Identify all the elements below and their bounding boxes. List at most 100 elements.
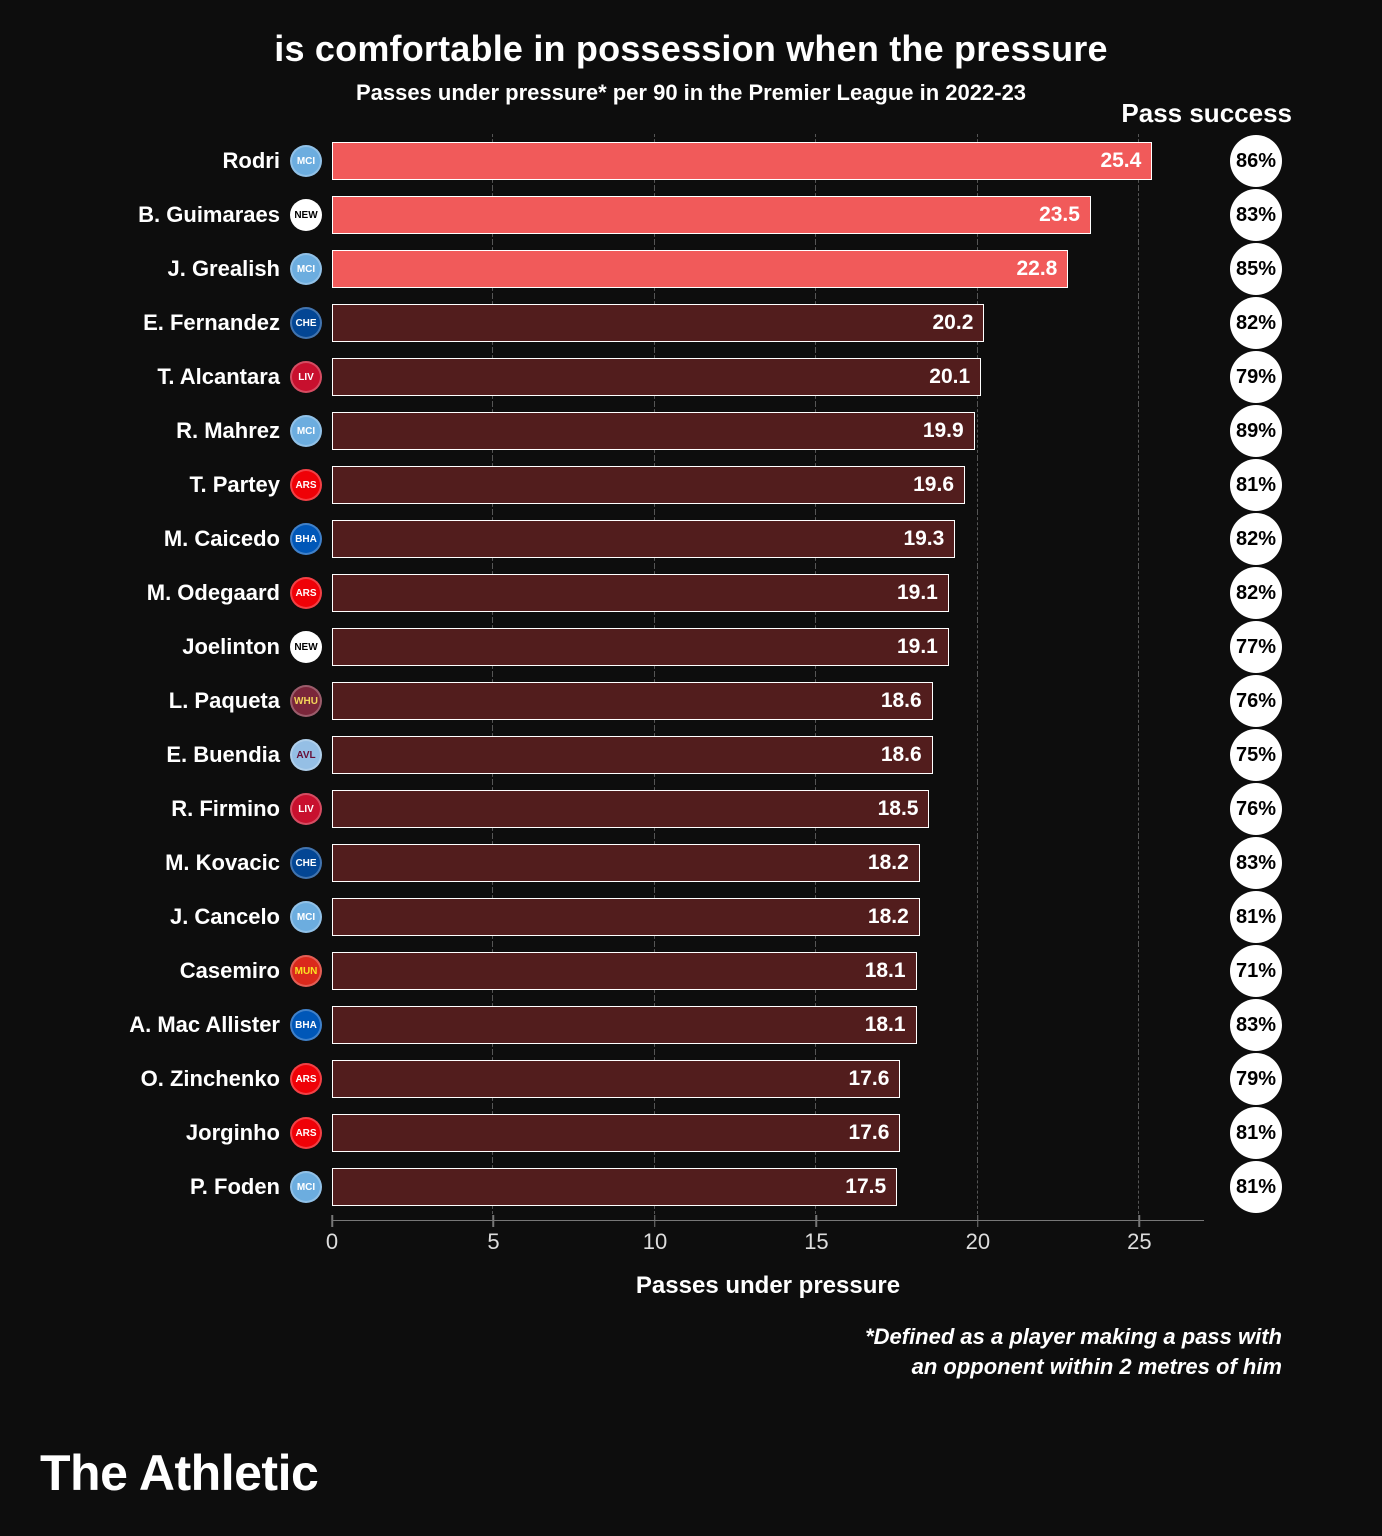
x-tick-mark [977,1215,979,1227]
pass-success-pill: 75% [1230,729,1282,781]
bar-track: 19.3 [332,520,1204,558]
pass-success-pill: 79% [1230,351,1282,403]
x-tick-label: 0 [326,1229,338,1255]
bar-track: 18.6 [332,736,1204,774]
pass-success-pill: 82% [1230,567,1282,619]
team-badge-icon: NEW [290,199,322,231]
bar-track: 23.5 [332,196,1204,234]
pass-success-pill: 81% [1230,1161,1282,1213]
bar-track: 19.6 [332,466,1204,504]
chart-row: M. CaicedoBHA19.382% [100,512,1282,566]
x-tick-label: 25 [1127,1229,1151,1255]
chart-title: is comfortable in possession when the pr… [50,28,1332,70]
chart-row: J. GrealishMCI22.885% [100,242,1282,296]
bar: 20.1 [332,358,981,396]
bar: 18.5 [332,790,929,828]
chart-row: B. GuimaraesNEW 23.5 83% [100,188,1282,242]
bar: 18.1 [332,1006,917,1044]
pass-success-pill: 89% [1230,405,1282,457]
pass-success-pill: 81% [1230,891,1282,943]
pass-success-pill: 71% [1230,945,1282,997]
bar: 18.2 [332,898,920,936]
player-label: B. Guimaraes [100,202,290,228]
team-badge-icon: MCI [290,415,322,447]
bar-track: 20.1 [332,358,1204,396]
bar: 19.1 [332,628,949,666]
team-badge-icon: WHU [290,685,322,717]
chart-row: M. OdegaardARS19.182% [100,566,1282,620]
x-tick-label: 20 [966,1229,990,1255]
bar: 18.2 [332,844,920,882]
chart-row: J. CanceloMCI 18.2 81% [100,890,1282,944]
team-badge-icon: NEW [290,631,322,663]
team-badge-icon: CHE [290,847,322,879]
team-badge-icon: MCI [290,145,322,177]
team-badge-icon: MUN [290,955,322,987]
player-label: Casemiro [100,958,290,984]
pass-success-pill: 76% [1230,675,1282,727]
player-label: L. Paqueta [100,688,290,714]
bar-track: 17.6 [332,1114,1204,1152]
player-label: Joelinton [100,634,290,660]
x-tick-mark [654,1215,656,1227]
chart-row: CasemiroMUN 18.1 71% [100,944,1282,998]
chart-area: Pass success RodriMCI25.486%B. Guimaraes… [100,134,1282,1300]
bar-track: 18.1 [332,952,1204,990]
team-badge-icon: BHA [290,523,322,555]
bar-track: 18.6 [332,682,1204,720]
chart-row: T. ParteyARS19.681% [100,458,1282,512]
team-badge-icon: ARS [290,1117,322,1149]
player-label: M. Kovacic [100,850,290,876]
pass-success-pill: 83% [1230,837,1282,889]
bar: 18.6 [332,682,933,720]
chart-row: R. MahrezMCI19.989% [100,404,1282,458]
pass-success-pill: 77% [1230,621,1282,673]
player-label: J. Cancelo [100,904,290,930]
chart-row: P. FodenMCI17.581% [100,1160,1282,1214]
pass-success-pill: 82% [1230,297,1282,349]
bar: 17.5 [332,1168,897,1206]
chart-row: O. ZinchenkoARS17.679% [100,1052,1282,1106]
bar: 20.2 [332,304,984,342]
chart-row: RodriMCI25.486% [100,134,1282,188]
pass-success-pill: 76% [1230,783,1282,835]
pass-success-pill: 85% [1230,243,1282,295]
x-tick-mark [1139,1215,1141,1227]
bar: 17.6 [332,1114,900,1152]
pass-success-pill: 81% [1230,459,1282,511]
bar-track: 22.8 [332,250,1204,288]
team-badge-icon: MCI [290,901,322,933]
bar: 22.8 [332,250,1068,288]
pass-success-pill: 83% [1230,189,1282,241]
chart-row: E. BuendiaAVL18.675% [100,728,1282,782]
team-badge-icon: ARS [290,577,322,609]
bar-track: 19.1 [332,574,1204,612]
bar: 19.9 [332,412,975,450]
pass-success-pill: 82% [1230,513,1282,565]
chart-row: JoelintonNEW 19.1 77% [100,620,1282,674]
team-badge-icon: MCI [290,1171,322,1203]
x-tick-label: 5 [487,1229,499,1255]
footnote: *Defined as a player making a pass with … [50,1322,1282,1381]
bar-track: 18.1 [332,1006,1204,1044]
pass-success-header: Pass success [1121,98,1292,129]
brand-logo: The Athletic [40,1444,318,1502]
player-label: Jorginho [100,1120,290,1146]
team-badge-icon: CHE [290,307,322,339]
x-tick-mark [816,1215,818,1227]
chart-row: T. AlcantaraLIV20.179% [100,350,1282,404]
team-badge-icon: LIV [290,361,322,393]
bar: 19.3 [332,520,955,558]
player-label: J. Grealish [100,256,290,282]
bar-track: 18.2 [332,844,1204,882]
team-badge-icon: LIV [290,793,322,825]
bar: 18.6 [332,736,933,774]
player-label: T. Partey [100,472,290,498]
bar: 23.5 [332,196,1091,234]
player-label: O. Zinchenko [100,1066,290,1092]
bar: 19.6 [332,466,965,504]
pass-success-pill: 86% [1230,135,1282,187]
x-tick-mark [493,1215,495,1227]
bar-track: 18.5 [332,790,1204,828]
bar: 19.1 [332,574,949,612]
